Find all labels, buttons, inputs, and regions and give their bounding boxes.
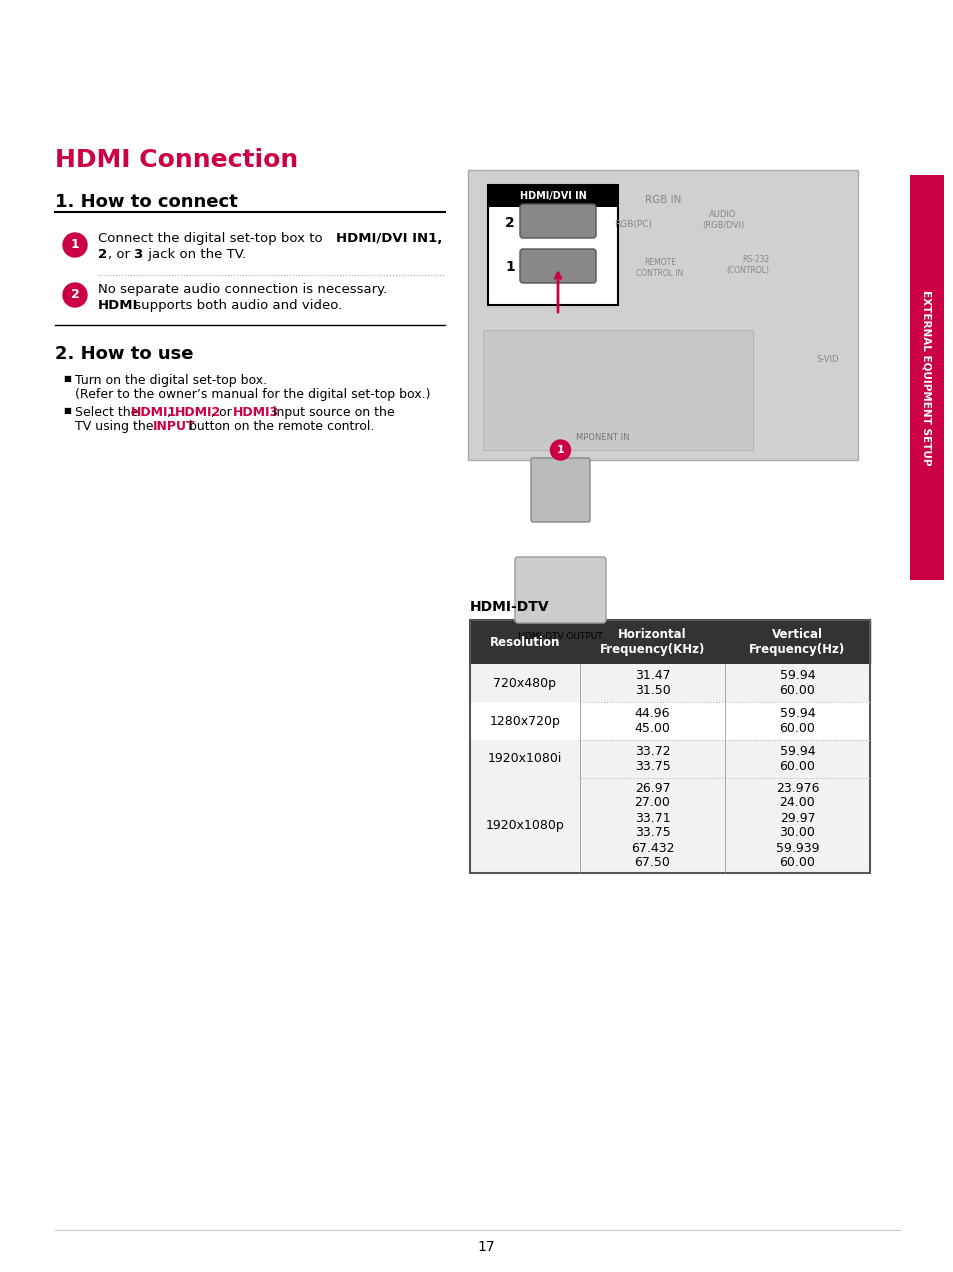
Text: ■: ■ — [63, 374, 71, 383]
Text: Select the: Select the — [75, 406, 142, 418]
Text: 31.47
31.50: 31.47 31.50 — [634, 669, 670, 697]
Text: 2: 2 — [504, 216, 515, 230]
FancyBboxPatch shape — [470, 740, 869, 778]
FancyBboxPatch shape — [909, 176, 943, 580]
Text: 59.94
60.00: 59.94 60.00 — [779, 669, 815, 697]
Text: 2: 2 — [98, 248, 107, 261]
Text: HDMI Connection: HDMI Connection — [55, 148, 298, 172]
Text: RGB(PC): RGB(PC) — [614, 220, 651, 229]
Text: Connect the digital set-top box to: Connect the digital set-top box to — [98, 232, 327, 245]
Text: 720x480p: 720x480p — [493, 677, 556, 689]
Text: HDMI1: HDMI1 — [131, 406, 177, 418]
FancyBboxPatch shape — [470, 702, 869, 740]
Text: 1: 1 — [504, 259, 515, 273]
Text: 23.976
24.00
29.97
30.00
59.939
60.00: 23.976 24.00 29.97 30.00 59.939 60.00 — [775, 781, 819, 870]
FancyBboxPatch shape — [515, 557, 605, 623]
Text: HDMI2: HDMI2 — [174, 406, 221, 418]
FancyBboxPatch shape — [519, 204, 596, 238]
Text: 1920x1080i: 1920x1080i — [487, 753, 561, 766]
Text: 1: 1 — [71, 239, 79, 252]
Text: Resolution: Resolution — [489, 636, 559, 649]
Text: HDMI-DTV: HDMI-DTV — [470, 600, 549, 614]
Text: 33.72
33.75: 33.72 33.75 — [634, 745, 670, 773]
Text: HDMI-DTV OUTPUT: HDMI-DTV OUTPUT — [517, 632, 602, 641]
FancyBboxPatch shape — [531, 458, 589, 522]
Text: ■: ■ — [63, 406, 71, 415]
Text: HDMI/DVI IN: HDMI/DVI IN — [519, 191, 586, 201]
Text: MPONENT IN: MPONENT IN — [576, 434, 629, 443]
Text: HDMI: HDMI — [98, 299, 138, 312]
Text: ,: , — [167, 406, 174, 418]
Text: 17: 17 — [476, 1240, 494, 1254]
Text: S-VID: S-VID — [816, 355, 839, 365]
Text: 2. How to use: 2. How to use — [55, 345, 193, 363]
Text: 1. How to connect: 1. How to connect — [55, 193, 237, 211]
FancyBboxPatch shape — [470, 619, 869, 664]
Text: 1: 1 — [556, 445, 564, 455]
Text: jack on the TV.: jack on the TV. — [144, 248, 246, 261]
Text: Horizontal
Frequency(KHz): Horizontal Frequency(KHz) — [599, 628, 704, 656]
Text: HDMI3: HDMI3 — [233, 406, 279, 418]
Text: 1280x720p: 1280x720p — [489, 715, 559, 728]
Text: 44.96
45.00: 44.96 45.00 — [634, 707, 670, 735]
Text: RGB IN: RGB IN — [644, 195, 680, 205]
FancyBboxPatch shape — [468, 170, 857, 460]
Text: 59.94
60.00: 59.94 60.00 — [779, 707, 815, 735]
Text: input source on the: input source on the — [269, 406, 395, 418]
Text: 59.94
60.00: 59.94 60.00 — [779, 745, 815, 773]
Circle shape — [63, 282, 87, 307]
Text: Turn on the digital set-top box.: Turn on the digital set-top box. — [75, 374, 267, 387]
Text: button on the remote control.: button on the remote control. — [185, 420, 374, 432]
Text: No separate audio connection is necessary.: No separate audio connection is necessar… — [98, 282, 387, 296]
FancyBboxPatch shape — [488, 184, 618, 207]
Text: AUDIO
(RGB/DVI): AUDIO (RGB/DVI) — [701, 210, 743, 230]
FancyBboxPatch shape — [488, 184, 618, 305]
FancyBboxPatch shape — [470, 664, 869, 702]
Text: INPUT: INPUT — [152, 420, 195, 432]
FancyBboxPatch shape — [482, 329, 752, 450]
Text: 1920x1080p: 1920x1080p — [485, 819, 564, 832]
Circle shape — [550, 440, 570, 460]
Text: 2: 2 — [71, 289, 79, 301]
Text: 26.97
27.00
33.71
33.75
67.432
67.50: 26.97 27.00 33.71 33.75 67.432 67.50 — [630, 781, 674, 870]
Text: , or: , or — [211, 406, 235, 418]
FancyBboxPatch shape — [519, 249, 596, 282]
Circle shape — [63, 233, 87, 257]
Text: REMOTE
CONTROL IN: REMOTE CONTROL IN — [636, 258, 683, 277]
Text: , or: , or — [108, 248, 134, 261]
FancyBboxPatch shape — [470, 778, 869, 873]
Text: EXTERNAL EQUIPMENT SETUP: EXTERNAL EQUIPMENT SETUP — [921, 290, 931, 466]
Text: 3: 3 — [132, 248, 142, 261]
Text: RS-232
(CONTROL): RS-232 (CONTROL) — [726, 256, 769, 275]
Text: Vertical
Frequency(Hz): Vertical Frequency(Hz) — [749, 628, 844, 656]
Text: TV using the: TV using the — [75, 420, 157, 432]
Text: HDMI/DVI IN1,: HDMI/DVI IN1, — [335, 232, 442, 245]
Text: supports both audio and video.: supports both audio and video. — [130, 299, 342, 312]
Text: (Refer to the owner’s manual for the digital set-top box.): (Refer to the owner’s manual for the dig… — [75, 388, 430, 401]
